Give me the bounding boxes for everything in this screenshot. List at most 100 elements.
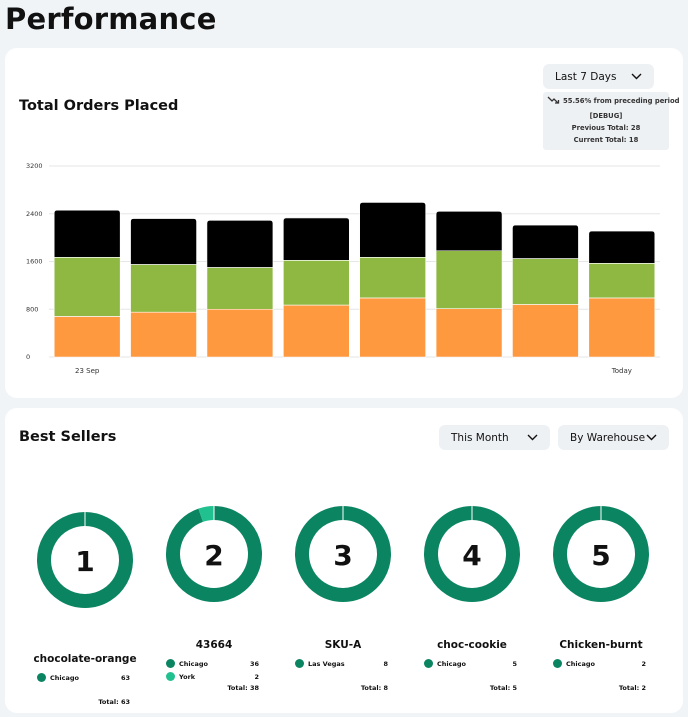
group-dropdown[interactable]: By Warehouse	[558, 425, 669, 450]
bar-segment[interactable]	[130, 311, 197, 358]
donut-slice	[166, 506, 262, 602]
donut-slice	[37, 512, 133, 608]
orders-chart: 0 800 1600 2400 3200 23 Sep Today	[26, 162, 660, 375]
warehouse-label: Chicago	[566, 659, 595, 668]
debug-label: [DEBUG]	[589, 112, 623, 120]
y-tick-label: 3200	[26, 162, 43, 170]
bar-segment[interactable]	[435, 211, 503, 252]
bar-segment[interactable]	[206, 220, 274, 268]
chevron-down-icon	[527, 434, 538, 441]
bar-segment[interactable]	[435, 250, 503, 309]
bar-segment[interactable]	[359, 297, 426, 358]
donut-slice	[198, 506, 215, 522]
trend-debug-box: 55.56% from preceding period [DEBUG] Pre…	[543, 92, 680, 150]
warehouse-legend-item: York	[166, 672, 195, 681]
best-seller-donut[interactable]: 5	[551, 504, 651, 608]
best-sellers-title: Best Sellers	[19, 429, 117, 445]
y-tick-label: 2400	[26, 210, 43, 218]
period-dropdown[interactable]: This Month	[439, 425, 550, 450]
chevron-down-icon	[646, 434, 657, 441]
bar-segment[interactable]	[588, 230, 656, 264]
product-total: Total: 63	[98, 698, 130, 706]
donut-slice	[553, 506, 649, 602]
y-tick-label: 1600	[26, 258, 43, 266]
legend-dot	[166, 659, 175, 668]
product-total: Total: 5	[489, 684, 517, 692]
y-tick-label: 0	[26, 353, 30, 361]
previous-total: Previous Total: 28	[571, 124, 641, 132]
warehouse-legend-item: Las Vegas	[295, 659, 345, 668]
bar-segment[interactable]	[435, 308, 503, 358]
warehouse-count: 5	[512, 660, 517, 668]
x-tick-label: Today	[611, 367, 632, 375]
warehouse-count: 2	[254, 673, 259, 681]
warehouse-count: 36	[249, 660, 259, 668]
best-seller-donut[interactable]: 3	[293, 504, 393, 608]
product-name[interactable]: choc-cookie	[437, 639, 507, 651]
bar-segment[interactable]	[130, 264, 197, 313]
bar-segment[interactable]	[588, 297, 656, 358]
group-dropdown-label: By Warehouse	[570, 431, 646, 444]
current-total: Current Total: 18	[573, 136, 639, 144]
period-dropdown-label: This Month	[451, 431, 509, 444]
rank-number: 5	[591, 539, 610, 572]
best-seller-donut[interactable]: 2	[164, 504, 264, 608]
warehouse-legend-item: Chicago	[37, 673, 79, 682]
warehouse-label: Chicago	[437, 659, 466, 668]
bar-segment[interactable]	[283, 217, 350, 261]
legend-dot	[295, 659, 304, 668]
warehouse-count: 2	[641, 660, 646, 668]
legend-dot	[553, 659, 562, 668]
x-tick-label: 23 Sep	[75, 367, 100, 375]
product-name[interactable]: Chicken-burnt	[559, 639, 643, 651]
bar-segment[interactable]	[359, 202, 426, 258]
product-total: Total: 38	[227, 684, 259, 692]
warehouse-legend-item: Chicago	[553, 659, 595, 668]
warehouse-count: 8	[383, 660, 388, 668]
y-tick-label: 800	[26, 305, 38, 313]
product-name[interactable]: chocolate-orange	[33, 653, 137, 665]
warehouse-label: Chicago	[50, 673, 79, 682]
warehouse-label: Chicago	[179, 659, 208, 668]
bar-segment[interactable]	[359, 257, 426, 299]
orders-title: Total Orders Placed	[19, 98, 179, 114]
warehouse-legend-item: Chicago	[166, 659, 208, 668]
bar-segment[interactable]	[512, 224, 579, 259]
product-name[interactable]: SKU-A	[324, 639, 362, 651]
warehouse-label: Las Vegas	[308, 659, 345, 668]
best-sellers-card: Best Sellers This Month By Warehouse 1 ch…	[5, 408, 683, 713]
rank-number: 4	[462, 539, 481, 572]
best-seller-donut[interactable]: 1	[35, 510, 135, 614]
bar-segment[interactable]	[53, 316, 121, 358]
warehouse-count: 63	[120, 674, 130, 682]
bar-segment[interactable]	[53, 209, 121, 258]
range-dropdown[interactable]: Last 7 Days	[543, 64, 654, 89]
bar-segment[interactable]	[283, 260, 350, 306]
bar-segment[interactable]	[53, 257, 121, 317]
page-title: Performance	[5, 2, 217, 36]
product-total: Total: 2	[618, 684, 646, 692]
warehouse-label: York	[179, 672, 196, 681]
rank-number: 2	[204, 539, 223, 572]
bar-segment[interactable]	[206, 308, 274, 358]
bar-segment[interactable]	[206, 267, 274, 310]
bar-segment[interactable]	[588, 262, 656, 299]
bar-segment[interactable]	[512, 258, 579, 305]
product-name[interactable]: 43664	[195, 639, 233, 651]
warehouse-legend-item: Chicago	[424, 659, 466, 668]
legend-dot	[424, 659, 433, 668]
product-total: Total: 8	[360, 684, 388, 692]
bar-segment[interactable]	[130, 218, 197, 265]
rank-number: 3	[333, 539, 352, 572]
trend-text: 55.56% from preceding period	[563, 96, 680, 105]
chevron-down-icon	[631, 73, 642, 80]
bar-segment[interactable]	[512, 304, 579, 358]
trend-down-icon	[547, 96, 560, 104]
range-dropdown-label: Last 7 Days	[555, 70, 617, 83]
orders-card: Total Orders Placed Last 7 Days 55.56% f…	[5, 48, 683, 398]
bar-segment[interactable]	[283, 304, 350, 358]
donut-slice	[424, 506, 520, 602]
donut-slice	[295, 506, 391, 602]
rank-number: 1	[75, 545, 94, 578]
best-seller-donut[interactable]: 4	[422, 504, 522, 608]
